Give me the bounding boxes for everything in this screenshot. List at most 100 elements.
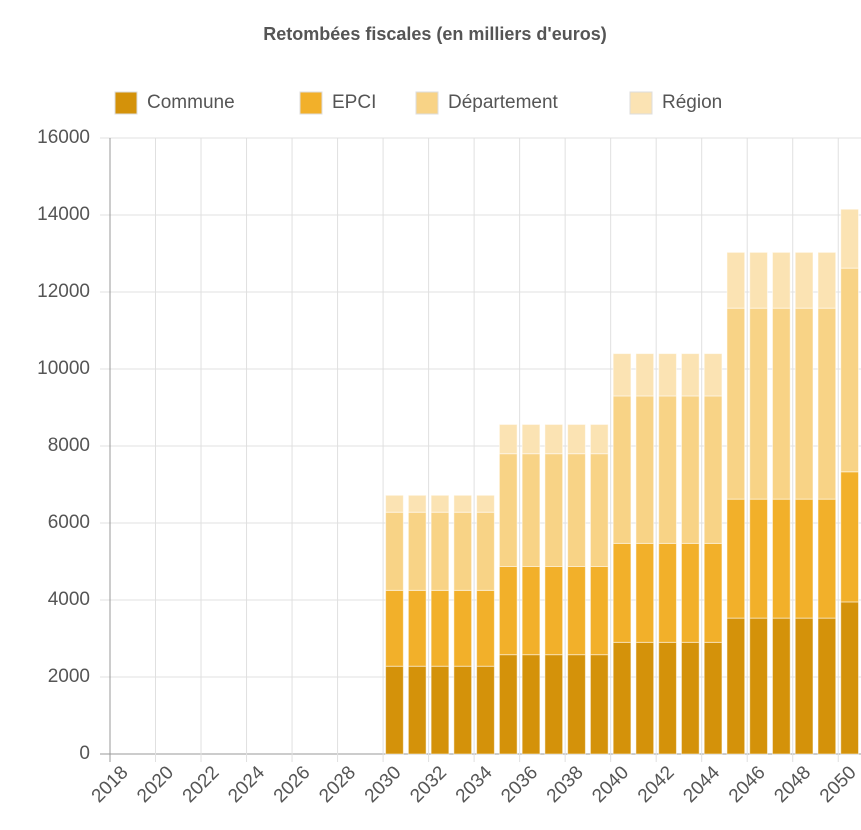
y-tick-label: 4000 bbox=[48, 589, 90, 610]
bar-segment bbox=[771, 617, 791, 755]
y-tick-label: 0 bbox=[79, 743, 90, 764]
x-tick-label: 2036 bbox=[497, 762, 542, 807]
bar-segment bbox=[817, 498, 837, 619]
legend-swatch bbox=[415, 91, 439, 115]
bar-segment bbox=[635, 395, 655, 544]
bar-segment bbox=[430, 589, 450, 667]
legend-label: Département bbox=[448, 92, 559, 113]
bar-segment bbox=[817, 307, 837, 500]
x-tick-label: 2048 bbox=[770, 762, 815, 807]
y-tick-label: 16000 bbox=[37, 127, 90, 148]
bar-segment bbox=[385, 511, 404, 591]
bar-segment bbox=[407, 511, 427, 591]
bar-segment bbox=[567, 566, 586, 656]
bar-segment bbox=[476, 665, 495, 755]
bar-segment bbox=[453, 511, 473, 591]
bar-segment bbox=[680, 395, 700, 544]
bar-segment bbox=[385, 665, 404, 755]
bar-segment bbox=[680, 353, 700, 397]
bar-segment bbox=[453, 665, 473, 755]
y-tick-label: 6000 bbox=[48, 512, 90, 533]
x-tick-label: 2024 bbox=[224, 762, 269, 807]
legend-label: EPCI bbox=[332, 92, 376, 113]
x-tick-label: 2022 bbox=[179, 762, 224, 807]
bar-segment bbox=[840, 208, 859, 269]
bar-segment bbox=[794, 498, 814, 619]
bar-segment bbox=[817, 251, 837, 309]
bar-segment bbox=[840, 471, 859, 603]
legend-label: Commune bbox=[147, 92, 235, 113]
bar-segment bbox=[407, 589, 427, 667]
bar-segment bbox=[567, 453, 586, 568]
bar-segment bbox=[703, 542, 723, 643]
x-tick-label: 2034 bbox=[452, 762, 497, 807]
bar-segment bbox=[771, 307, 791, 500]
bar-segment bbox=[612, 353, 632, 397]
bar-segment bbox=[407, 665, 427, 755]
y-tick-label: 8000 bbox=[48, 435, 90, 456]
legend-swatch bbox=[114, 91, 138, 115]
bar-segment bbox=[794, 617, 814, 755]
bar-segment bbox=[749, 617, 768, 755]
bar-segment bbox=[635, 542, 655, 643]
bar-segment bbox=[453, 589, 473, 667]
bar-segment bbox=[680, 641, 700, 755]
bar-segment bbox=[658, 353, 677, 397]
bar-segment bbox=[430, 494, 450, 513]
legend-swatch bbox=[299, 91, 323, 115]
bar-segment bbox=[703, 641, 723, 755]
bar-segment bbox=[726, 307, 746, 500]
legend-label: Région bbox=[662, 92, 722, 113]
bar-segment bbox=[726, 617, 746, 755]
bar-segment bbox=[589, 453, 609, 568]
bar-segment bbox=[658, 395, 677, 544]
bar-segment bbox=[476, 511, 495, 591]
bar-segment bbox=[794, 307, 814, 500]
bar-segment bbox=[567, 423, 586, 455]
bar-segment bbox=[430, 665, 450, 755]
bar-segment bbox=[544, 453, 564, 568]
bar-segment bbox=[498, 566, 518, 656]
bar-segment bbox=[726, 498, 746, 619]
x-tick-label: 2050 bbox=[816, 762, 861, 807]
bar-segment bbox=[635, 353, 655, 397]
bar-segment bbox=[589, 654, 609, 755]
bar-segment bbox=[794, 251, 814, 309]
bar-segment bbox=[840, 267, 859, 473]
bar-segment bbox=[703, 353, 723, 397]
y-tick-label: 10000 bbox=[37, 358, 90, 379]
x-tick-label: 2030 bbox=[361, 762, 406, 807]
bar-segment bbox=[749, 251, 768, 309]
bar-segment bbox=[817, 617, 837, 755]
chart-title: Retombées fiscales (en milliers d'euros) bbox=[263, 24, 606, 44]
y-tick-label: 14000 bbox=[37, 204, 90, 225]
bar-segment bbox=[567, 654, 586, 755]
bar-segment bbox=[476, 589, 495, 667]
bar-segment bbox=[726, 251, 746, 309]
bar-segment bbox=[589, 423, 609, 455]
bar-segment bbox=[544, 423, 564, 455]
bar-segment bbox=[544, 566, 564, 656]
bar-segment bbox=[635, 641, 655, 755]
legend-swatch bbox=[629, 91, 653, 115]
bar-segment bbox=[749, 498, 768, 619]
bar-segment bbox=[521, 566, 541, 656]
x-tick-label: 2028 bbox=[315, 762, 360, 807]
y-tick-label: 12000 bbox=[37, 281, 90, 302]
bar-segment bbox=[407, 494, 427, 513]
bar-segment bbox=[544, 654, 564, 755]
bar-segment bbox=[385, 589, 404, 667]
x-tick-label: 2032 bbox=[406, 762, 451, 807]
y-tick-label: 2000 bbox=[48, 666, 90, 687]
bar-segment bbox=[385, 494, 404, 513]
bar-segment bbox=[476, 494, 495, 513]
x-tick-label: 2038 bbox=[543, 762, 588, 807]
bar-segment bbox=[521, 423, 541, 455]
bar-segment bbox=[612, 395, 632, 544]
bar-segment bbox=[498, 453, 518, 568]
bar-segment bbox=[771, 498, 791, 619]
x-tick-label: 2044 bbox=[679, 762, 724, 807]
bar-segment bbox=[658, 542, 677, 643]
bar-segment bbox=[521, 654, 541, 755]
